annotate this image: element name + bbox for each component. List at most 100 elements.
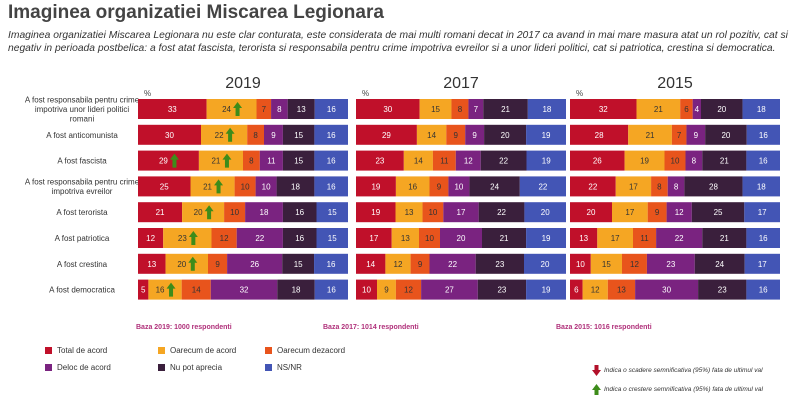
bar-segment	[247, 124, 264, 145]
bar-segment	[526, 228, 566, 248]
bar-segment	[163, 228, 212, 248]
data-label: 9	[655, 208, 660, 217]
legend-swatch	[265, 347, 272, 354]
data-label: 10	[230, 208, 239, 217]
data-label: 23	[495, 260, 504, 269]
data-label: 12	[146, 234, 155, 243]
bar-segment	[478, 202, 525, 223]
decrease-note-text: Indica o scadere semnificativa (95%) fat…	[604, 367, 763, 374]
arrow-down-icon	[592, 365, 601, 376]
bar-segment	[287, 99, 315, 119]
data-label: 10	[671, 157, 680, 166]
data-label: 14	[192, 286, 201, 295]
bar-segment	[210, 279, 278, 300]
bar-segment	[421, 279, 478, 300]
data-label: 9	[454, 131, 459, 140]
legend-item-oarecum-dezacord: Oarecum dezacord	[265, 346, 345, 355]
bar-segment	[391, 228, 419, 248]
row-label-line: impotriva evreilor	[52, 187, 113, 196]
base-note-2019: Baza 2019: 1000 respondenti	[136, 324, 232, 331]
data-label: 19	[640, 157, 649, 166]
bar-segment	[314, 176, 348, 197]
data-label: 20	[541, 260, 550, 269]
legend-item-nu-pot-aprecia: Nu pot aprecia	[158, 363, 222, 372]
bar-segment	[570, 228, 598, 248]
data-label: 17	[758, 208, 767, 217]
bar-segment	[395, 176, 430, 197]
data-label: 25	[160, 182, 169, 191]
data-label: 19	[542, 234, 551, 243]
bar-segment	[524, 202, 566, 223]
data-label: 22	[215, 131, 224, 140]
base-note-2017: Baza 2017: 1014 respondenti	[323, 324, 419, 331]
bar-segment	[612, 202, 648, 223]
base-note-2015: Baza 2015: 1016 respondenti	[556, 324, 652, 331]
data-label: 8	[253, 131, 258, 140]
legend-label: NS/NR	[277, 363, 302, 372]
bar-segment	[356, 99, 420, 119]
data-label: 14	[414, 157, 423, 166]
bar-segment	[666, 202, 692, 223]
bar-segment	[198, 150, 243, 171]
bar-segment	[742, 176, 780, 197]
data-label: 22	[675, 234, 684, 243]
data-label: 17	[369, 234, 378, 243]
bar-segment	[206, 99, 257, 119]
data-label: 11	[640, 234, 649, 243]
data-label: 19	[542, 131, 551, 140]
data-label: 18	[292, 286, 301, 295]
data-label: 16	[327, 182, 336, 191]
data-label: 5	[141, 286, 146, 295]
bar-segment	[211, 228, 237, 248]
panel-year-2019: 2019	[225, 75, 261, 92]
bar-segment	[138, 150, 199, 171]
data-label: 28	[709, 182, 718, 191]
data-label: 10	[428, 208, 437, 217]
data-label: 17	[611, 234, 620, 243]
bar-segment	[138, 228, 164, 248]
legend-swatch	[45, 347, 52, 354]
bar-segment	[138, 176, 191, 197]
data-label: 21	[501, 105, 510, 114]
legend-swatch	[265, 364, 272, 371]
data-label: 20	[194, 208, 203, 217]
increase-arrow-icon	[214, 179, 224, 194]
data-label: 21	[203, 182, 212, 191]
data-label: 16	[327, 131, 336, 140]
bar-segment	[526, 124, 566, 145]
data-label: 18	[757, 105, 766, 114]
bar-segment	[684, 176, 743, 197]
bar-segment	[403, 150, 433, 171]
bar-segment	[255, 176, 277, 197]
bar-segment	[182, 202, 225, 223]
row-label-line: A fost crestina	[57, 260, 108, 269]
data-label: 23	[497, 286, 506, 295]
data-label: 10	[454, 182, 463, 191]
data-label: 20	[721, 131, 730, 140]
data-label: 9	[472, 131, 477, 140]
bar-segment	[656, 228, 703, 248]
data-label: 19	[371, 182, 380, 191]
bar-segment	[259, 150, 283, 171]
bar-segment	[624, 150, 665, 171]
data-label: 16	[327, 105, 336, 114]
row-label: A fost crestina	[57, 260, 108, 269]
data-label: 8	[692, 157, 697, 166]
data-label: 6	[684, 105, 689, 114]
data-label: 10	[262, 182, 271, 191]
bar-segment	[615, 176, 652, 197]
bar-segment	[582, 279, 608, 300]
data-label: 21	[654, 105, 663, 114]
data-label: 13	[401, 234, 410, 243]
data-label: 12	[220, 234, 229, 243]
panel-year-2017: 2017	[443, 75, 479, 92]
data-label: 21	[211, 157, 220, 166]
bar-segment	[482, 228, 527, 248]
increase-arrow-icon	[225, 127, 235, 142]
bar-segment	[667, 176, 685, 197]
bar-segment	[664, 150, 686, 171]
bar-segment	[443, 202, 479, 223]
data-label: 7	[262, 105, 267, 114]
bar-segment	[165, 253, 208, 274]
row-label: A fost responsabila pentru crime impotriv…	[25, 95, 140, 123]
